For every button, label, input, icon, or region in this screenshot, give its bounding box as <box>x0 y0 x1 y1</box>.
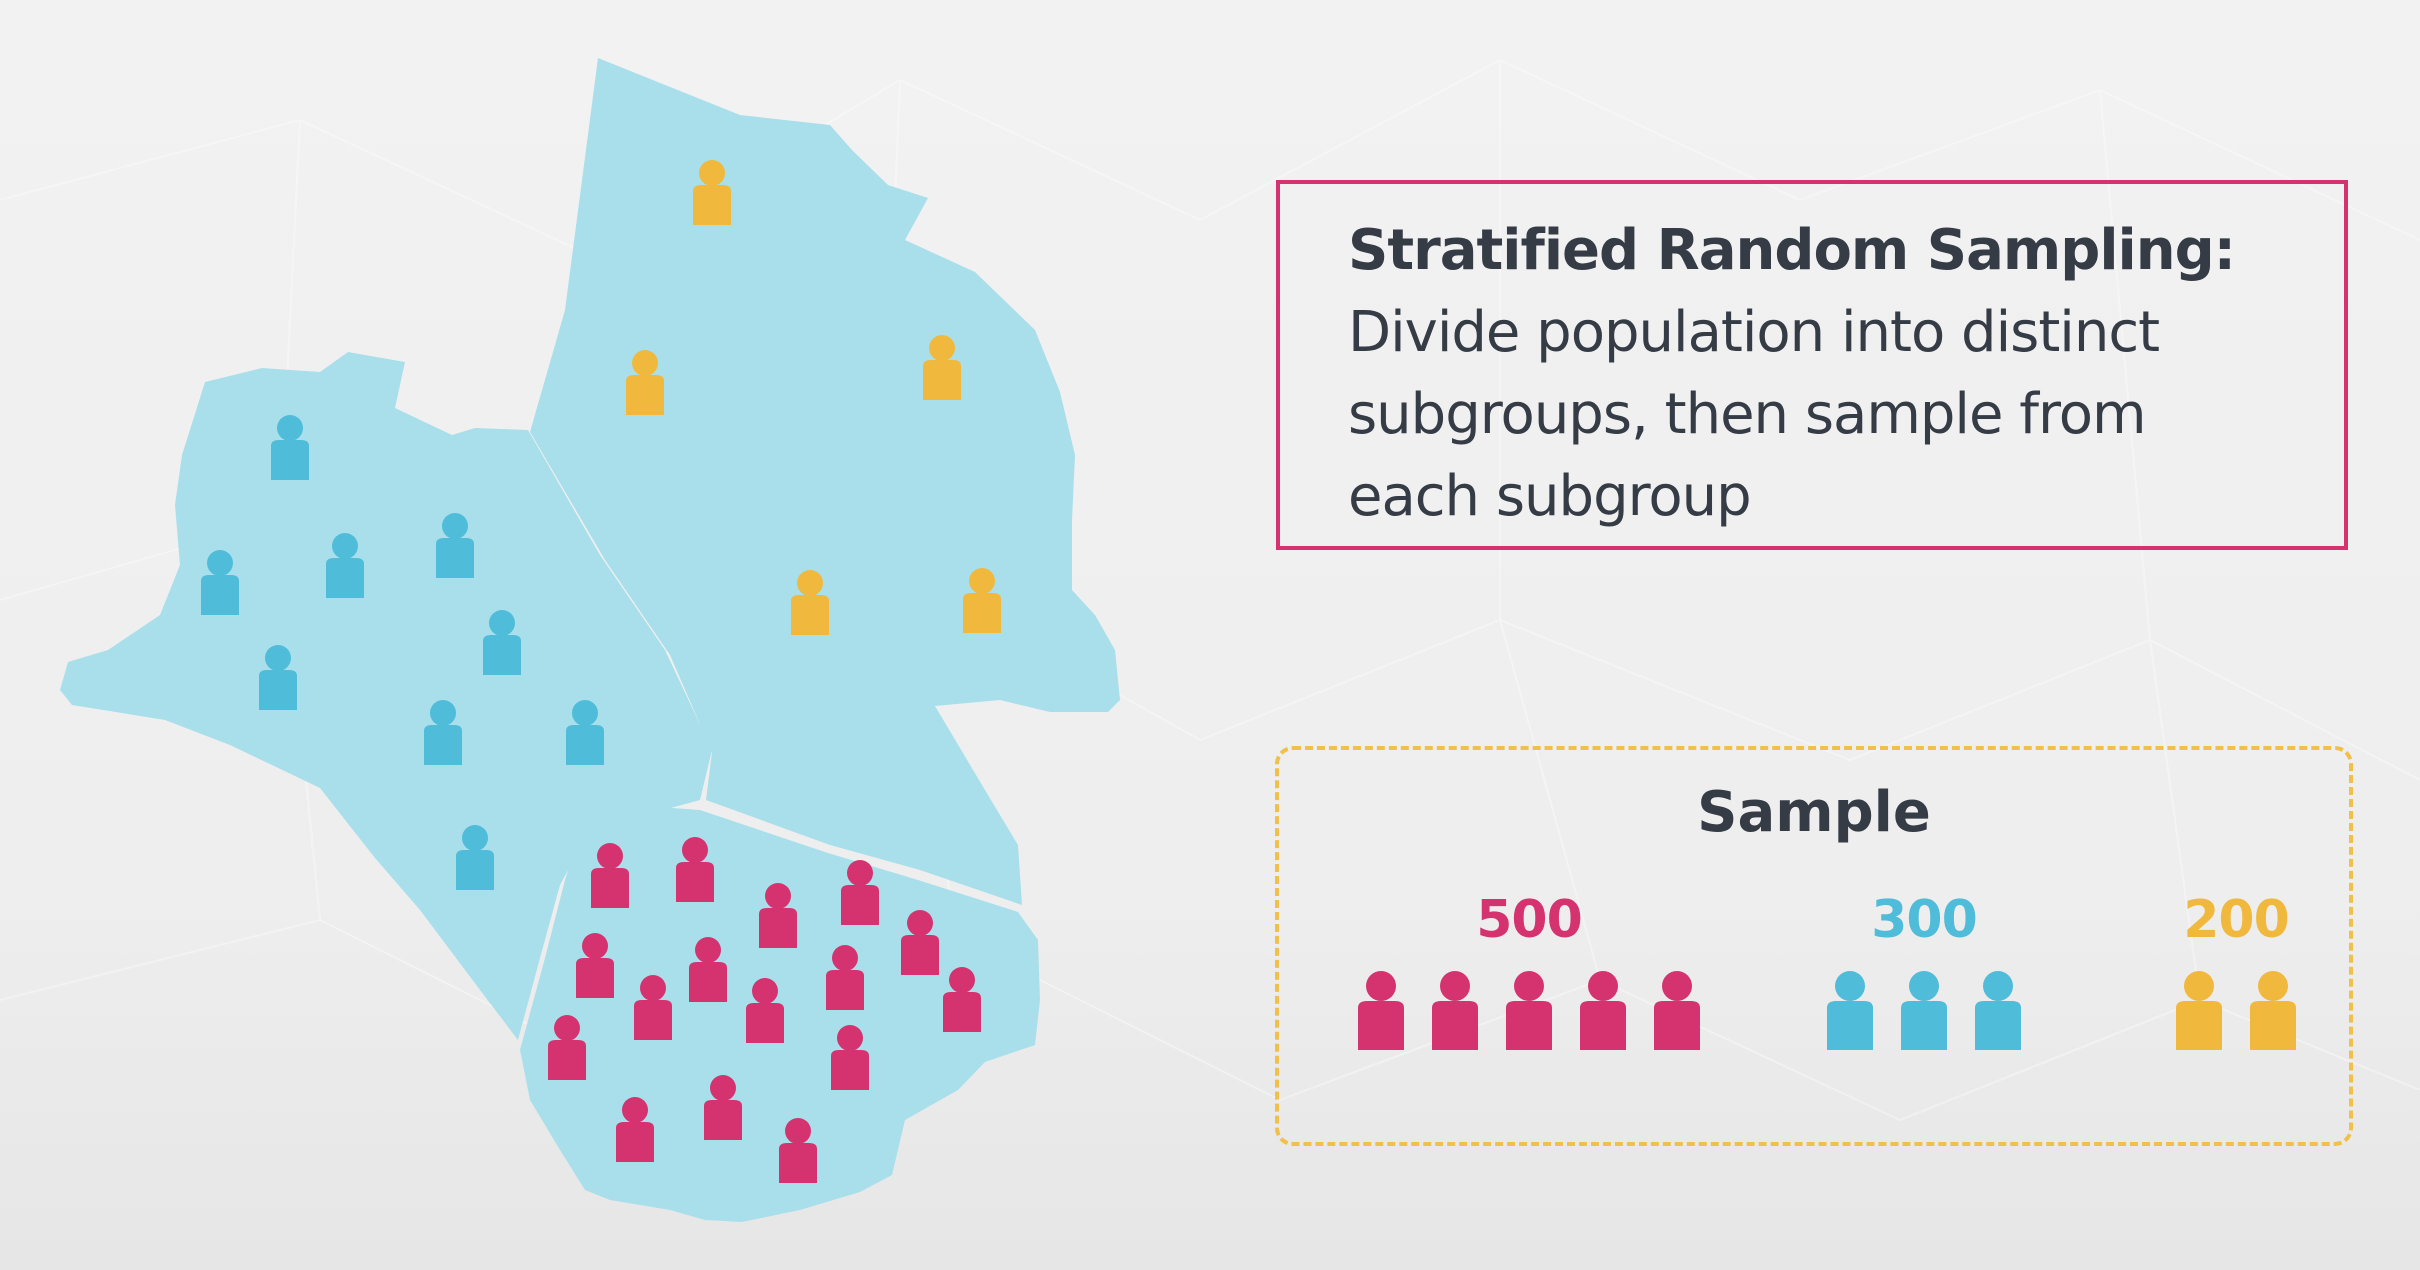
sample-title: Sample <box>1697 780 1931 845</box>
definition-title: Stratified Random Sampling: <box>1348 218 2236 283</box>
sample-group-blue: 300 <box>1794 890 2054 1052</box>
person-icon <box>1975 971 2021 1050</box>
region-top-right <box>530 58 1120 905</box>
person-icon <box>1506 971 1552 1050</box>
group-people <box>1349 968 1709 1052</box>
person-icon <box>1827 971 1873 1050</box>
person-icon <box>1654 971 1700 1050</box>
person-icon <box>1358 971 1404 1050</box>
definition-line: Divide population into distinct <box>1348 300 2160 365</box>
region-left <box>60 352 712 1040</box>
person-icon <box>1901 971 1947 1050</box>
person-icon <box>1580 971 1626 1050</box>
definition-line: subgroups, then sample from <box>1348 382 2147 447</box>
sample-group-yellow: 200 <box>2141 890 2331 1052</box>
definition-line: each subgroup <box>1348 464 1752 529</box>
group-people <box>2141 968 2331 1052</box>
group-count: 200 <box>2183 890 2290 950</box>
person-icon <box>2250 971 2296 1050</box>
person-icon <box>2176 971 2222 1050</box>
definition-box: Stratified Random Sampling: Divide popul… <box>1276 180 2348 550</box>
group-count: 300 <box>1871 890 1978 950</box>
person-icon <box>1432 971 1478 1050</box>
group-people <box>1794 968 2054 1052</box>
sample-box: Sample 500 300 200 <box>1275 746 2353 1146</box>
sample-group-pink: 500 <box>1349 890 1709 1052</box>
group-count: 500 <box>1476 890 1583 950</box>
